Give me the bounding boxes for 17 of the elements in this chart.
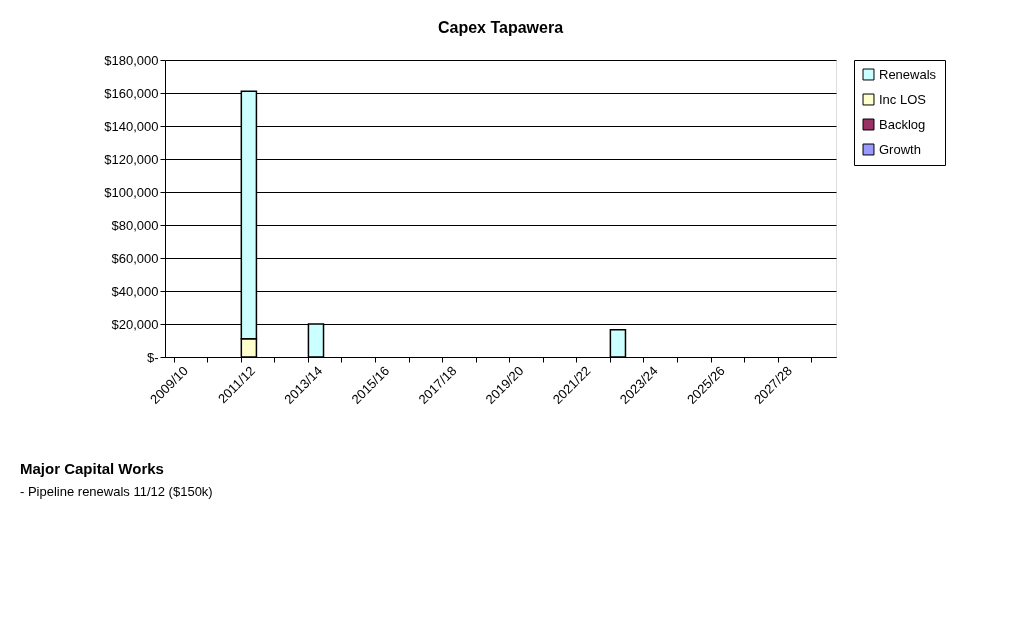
y-tick-label: $60,000 [111,250,159,266]
y-tick-label: $180,000 [104,52,159,68]
text: - Pipeline renewals 11/12 ($150k) [20,484,213,499]
legend-label: Renewals [879,66,937,82]
chart-title: Capex Tapawera [437,19,564,36]
legend-label: Growth [879,141,921,157]
y-tick-label: $20,000 [111,316,159,332]
legend-label: Inc LOS [879,91,927,107]
y-tick-label: $120,000 [104,151,159,167]
y-tick-label: $40,000 [111,283,159,299]
y-tick-label: $- [146,349,159,365]
text: Major Capital Works [20,460,164,477]
y-tick-label: $160,000 [104,85,159,101]
y-tick-label: $140,000 [104,118,159,134]
legend-label: Backlog [879,116,926,132]
y-tick-label: $80,000 [111,217,159,233]
y-tick-label: $100,000 [104,184,159,200]
